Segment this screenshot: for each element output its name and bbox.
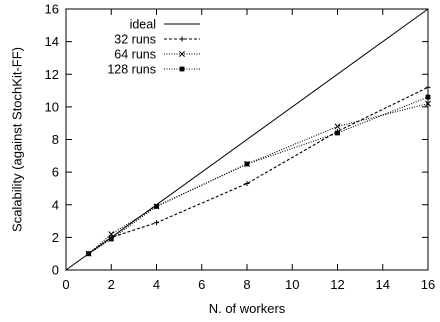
y-tick-label: 6 (52, 165, 59, 180)
x-tick-label: 2 (108, 277, 115, 292)
x-tick-label: 14 (376, 277, 390, 292)
x-tick-label: 0 (62, 277, 69, 292)
series-line (88, 86, 429, 255)
data-point (425, 100, 431, 107)
series-layer (65, 8, 431, 271)
y-axis-label: Scalability (against StochKit-FF) (9, 47, 24, 232)
data-point (334, 123, 341, 130)
legend-marker (179, 51, 185, 57)
series-ideal (65, 8, 429, 271)
series-line (88, 103, 429, 255)
series-line (88, 96, 429, 255)
y-tick-label: 0 (52, 263, 59, 278)
series-128-runs (86, 94, 431, 257)
legend-label: ideal (130, 18, 156, 32)
data-point (108, 231, 115, 238)
y-tick-label: 10 (45, 99, 59, 114)
y-tick-label: 14 (45, 34, 59, 49)
data-point (86, 251, 92, 257)
y-tick-label: 4 (52, 197, 59, 212)
y-tick-label: 2 (52, 230, 59, 245)
legend-marker (179, 66, 185, 72)
x-axis-label: N. of workers (209, 301, 286, 316)
data-point (154, 203, 159, 209)
x-tick-label: 4 (153, 277, 160, 292)
x-tick-label: 16 (421, 277, 435, 292)
x-tick-label: 8 (243, 277, 250, 292)
x-tick-label: 10 (285, 277, 299, 292)
data-point (108, 236, 114, 242)
data-point (425, 94, 431, 100)
legend-label: 128 runs (107, 63, 156, 77)
legend-label: 32 runs (114, 33, 156, 47)
y-tick-label: 12 (45, 67, 59, 82)
series-line (65, 8, 429, 271)
legend-label: 64 runs (114, 48, 156, 62)
y-tick-label: 8 (52, 132, 59, 147)
x-tick-label: 12 (330, 277, 344, 292)
data-point (244, 161, 250, 167)
data-point (335, 130, 340, 136)
x-tick-label: 6 (198, 277, 205, 292)
axis-ticks: 0 2 4 6 8 10 12 14 16 0 2 4 6 8 10 12 14 16 (45, 2, 436, 293)
y-tick-label: 16 (45, 2, 59, 17)
series-64-runs (85, 100, 431, 257)
series-32-runs (86, 84, 431, 257)
